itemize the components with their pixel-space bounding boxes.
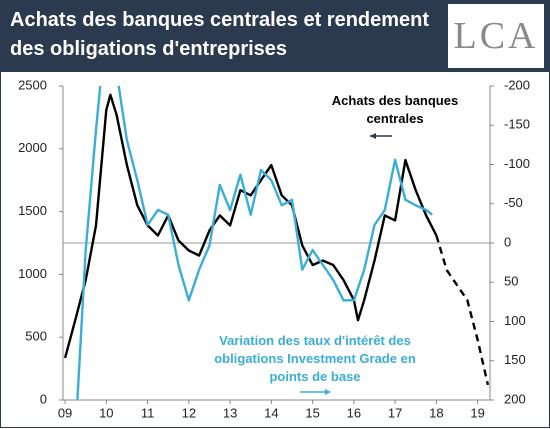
- x-tick-label: 16: [347, 405, 361, 420]
- series-line: [435, 235, 490, 386]
- y2-tick-label: -100: [504, 156, 530, 171]
- series-line: [76, 86, 433, 400]
- x-tick-label: 17: [388, 405, 402, 420]
- y2-tick-label: 200: [504, 391, 526, 406]
- y2-tick-label: 150: [504, 352, 526, 367]
- series-annotation: Variation des taux d'intérêt des obligat…: [214, 333, 416, 384]
- arrow-head: [325, 389, 331, 395]
- x-tick-label: 09: [58, 405, 72, 420]
- logo: LCA: [448, 4, 544, 68]
- y2-tick-label: 0: [504, 234, 511, 249]
- y2-tick-label: 100: [504, 313, 526, 328]
- y-tick-label: 1500: [18, 203, 47, 218]
- x-tick-label: 14: [264, 405, 278, 420]
- plot-area: [63, 86, 490, 400]
- y-tick-label: 2000: [18, 140, 47, 155]
- series-annotation: Achats des banques centrales: [331, 93, 459, 126]
- arrow-head: [370, 133, 376, 139]
- header: Achats des banques centrales et rendemen…: [0, 0, 550, 72]
- x-tick-label: 19: [470, 405, 484, 420]
- y-tick-label: 500: [25, 329, 47, 344]
- x-tick-label: 15: [305, 405, 319, 420]
- x-tick-label: 18: [429, 405, 443, 420]
- y-tick-label: 2500: [18, 77, 47, 92]
- y2-tick-label: -50: [504, 195, 523, 210]
- x-tick-label: 12: [182, 405, 196, 420]
- x-tick-label: 10: [99, 405, 113, 420]
- chart-title: Achats des banques centrales et rendemen…: [10, 9, 430, 60]
- series-line: [63, 93, 438, 359]
- y-tick-label: 1000: [18, 266, 47, 281]
- x-tick-label: 13: [223, 405, 237, 420]
- x-tick-label: 11: [141, 405, 155, 420]
- y2-tick-label: -200: [504, 77, 530, 92]
- y2-tick-label: 50: [504, 274, 518, 289]
- y2-tick-label: -150: [504, 117, 530, 132]
- y-tick-label: 0: [40, 391, 47, 406]
